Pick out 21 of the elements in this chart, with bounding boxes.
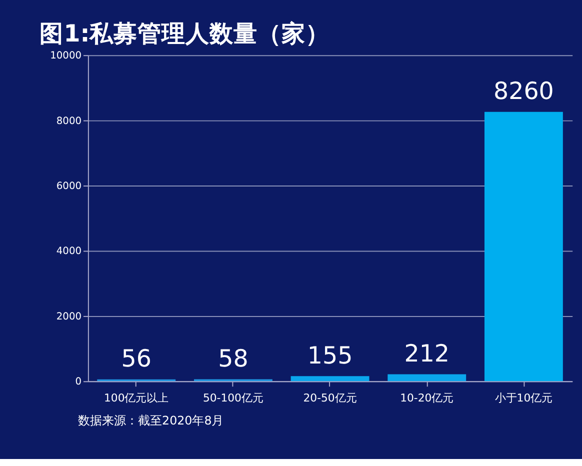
y-tick-label: 8000 [56,116,82,127]
x-tick-label: 50-100亿元 [202,391,264,404]
data-label: 56 [121,344,152,373]
x-tick-label: 20-50亿元 [303,391,357,404]
bar [484,112,563,382]
source-note: 数据来源：截至2020年8月 [78,414,224,428]
data-label: 58 [218,344,248,372]
x-tick-label: 100亿元以上 [104,391,169,404]
y-tick-label: 2000 [56,311,82,322]
y-tick-label: 6000 [56,180,82,192]
y-tick-label: 0 [75,376,82,388]
y-tick-label: 10000 [50,50,82,62]
x-tick-label: 小于10亿元 [494,391,553,404]
data-label: 212 [404,339,450,368]
x-tick-label: 10-20亿元 [400,391,454,404]
bar [290,376,370,382]
data-label: 155 [307,341,353,370]
data-label: 8260 [494,76,554,105]
chart-title: 图1:私募管理人数量（家） [40,19,330,48]
bar [388,374,466,382]
y-tick-label: 4000 [56,246,82,258]
